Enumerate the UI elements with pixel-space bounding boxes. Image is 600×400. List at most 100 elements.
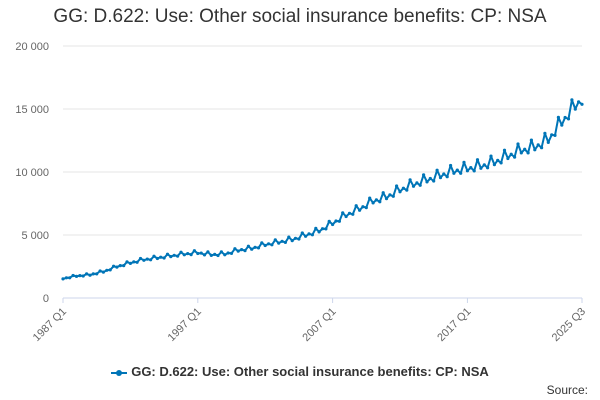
data-point[interactable] [388, 193, 392, 197]
data-point[interactable] [364, 206, 368, 210]
data-point[interactable] [496, 158, 500, 162]
data-point[interactable] [395, 184, 399, 188]
data-point[interactable] [74, 274, 79, 278]
data-point[interactable] [189, 253, 193, 257]
data-point[interactable] [64, 276, 68, 280]
data-point[interactable] [300, 231, 304, 235]
data-point[interactable] [202, 253, 207, 257]
data-point[interactable] [88, 273, 92, 277]
data-point[interactable] [95, 272, 99, 276]
data-point[interactable] [475, 158, 480, 162]
data-point[interactable] [344, 214, 348, 219]
data-point[interactable] [290, 239, 294, 243]
data-point[interactable] [216, 253, 220, 258]
data-point[interactable] [577, 100, 581, 104]
data-point[interactable] [142, 258, 146, 262]
data-point[interactable] [560, 123, 564, 127]
data-point[interactable] [307, 232, 311, 236]
data-point[interactable] [553, 133, 557, 137]
data-point[interactable] [486, 166, 490, 170]
data-point[interactable] [236, 249, 240, 253]
data-point[interactable] [523, 147, 527, 151]
data-point[interactable] [459, 171, 463, 175]
data-point[interactable] [513, 155, 517, 159]
data-point[interactable] [455, 168, 459, 172]
data-point[interactable] [391, 194, 395, 198]
data-point[interactable] [519, 151, 523, 155]
data-point[interactable] [155, 256, 159, 261]
data-point[interactable] [122, 264, 126, 268]
data-point[interactable] [320, 227, 325, 231]
data-point[interactable] [502, 148, 507, 152]
data-point[interactable] [182, 253, 186, 257]
data-point[interactable] [250, 247, 254, 251]
data-point[interactable] [509, 152, 513, 156]
data-point[interactable] [229, 251, 234, 255]
data-point[interactable] [550, 133, 554, 137]
data-point[interactable] [540, 146, 544, 150]
data-point[interactable] [176, 254, 180, 258]
data-point[interactable] [199, 251, 203, 255]
data-point[interactable] [398, 190, 402, 194]
data-point[interactable] [556, 115, 561, 119]
data-point[interactable] [78, 274, 82, 278]
data-point[interactable] [172, 253, 176, 257]
data-point[interactable] [81, 274, 85, 278]
data-point[interactable] [310, 233, 314, 237]
data-point[interactable] [438, 176, 443, 180]
data-point[interactable] [277, 241, 281, 245]
data-point[interactable] [384, 197, 389, 201]
data-point[interactable] [566, 117, 571, 121]
data-point[interactable] [304, 234, 308, 238]
data-point[interactable] [233, 247, 237, 251]
data-point[interactable] [324, 227, 328, 231]
data-point[interactable] [479, 166, 483, 170]
data-point[interactable] [492, 163, 496, 167]
data-point[interactable] [240, 248, 244, 252]
data-point[interactable] [337, 219, 341, 223]
data-point[interactable] [138, 256, 143, 261]
data-point[interactable] [256, 246, 261, 250]
data-point[interactable] [159, 255, 163, 259]
data-point[interactable] [516, 142, 520, 146]
data-point[interactable] [422, 173, 426, 177]
data-point[interactable] [223, 253, 227, 257]
data-point[interactable] [91, 272, 95, 276]
data-point[interactable] [371, 201, 375, 205]
data-point[interactable] [543, 131, 547, 135]
data-point[interactable] [408, 178, 412, 182]
data-point[interactable] [526, 151, 530, 155]
data-point[interactable] [115, 265, 119, 269]
data-point[interactable] [361, 205, 365, 209]
data-point[interactable] [418, 183, 422, 187]
data-point[interactable] [428, 176, 432, 181]
data-point[interactable] [61, 277, 65, 281]
data-point[interactable] [449, 163, 453, 168]
data-point[interactable] [529, 138, 534, 142]
data-point[interactable] [105, 268, 109, 272]
data-point[interactable] [432, 179, 436, 183]
data-point[interactable] [71, 273, 75, 278]
data-point[interactable] [536, 143, 540, 147]
data-point[interactable] [297, 237, 301, 241]
data-point[interactable] [506, 156, 510, 161]
data-point[interactable] [85, 272, 89, 276]
data-point[interactable] [162, 256, 166, 260]
data-point[interactable] [378, 200, 382, 204]
data-point[interactable] [196, 251, 200, 256]
data-point[interactable] [293, 236, 298, 240]
data-point[interactable] [270, 243, 274, 247]
data-point[interactable] [68, 276, 72, 280]
data-point[interactable] [546, 140, 550, 144]
data-point[interactable] [334, 219, 338, 223]
data-point[interactable] [169, 255, 173, 259]
data-point[interactable] [108, 268, 112, 272]
data-point[interactable] [118, 264, 122, 268]
data-point[interactable] [354, 204, 358, 208]
data-point[interactable] [209, 253, 213, 257]
data-point[interactable] [280, 239, 284, 243]
data-point[interactable] [452, 171, 456, 175]
data-point[interactable] [128, 261, 132, 265]
chart-legend[interactable]: GG: D.622: Use: Other social insurance b… [0, 364, 600, 379]
data-point[interactable] [219, 250, 223, 254]
